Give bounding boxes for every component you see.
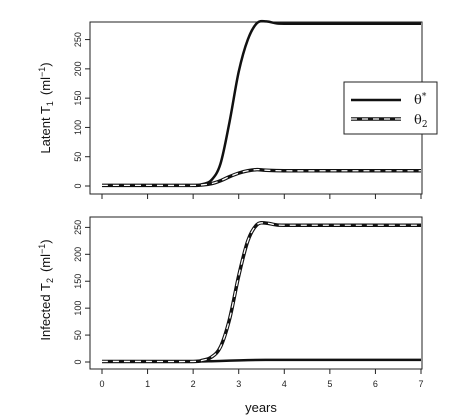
top-x-axis bbox=[101, 194, 422, 199]
bottom-y-tick-label: 250 bbox=[73, 220, 83, 235]
legend-label-theta-2: θ2 bbox=[414, 113, 428, 130]
legend-theta-2-sub: 2 bbox=[422, 120, 428, 130]
top-y-tick-label: 200 bbox=[73, 61, 83, 76]
bottom-y-tick-label: 200 bbox=[73, 247, 83, 262]
legend-theta-2-main: θ bbox=[414, 113, 422, 128]
legend-label-theta-star: θ* bbox=[414, 92, 427, 108]
x-tick-label: 7 bbox=[418, 379, 423, 389]
top-y-axis-title: Latent T1 (ml−1) bbox=[37, 62, 55, 153]
top-y-axis: 0 50 100 150 200 250 bbox=[73, 32, 90, 189]
top-series-theta-2-line bbox=[102, 167, 421, 188]
bottom-ylabel-unit-exp: −1 bbox=[37, 244, 47, 254]
top-ylabel-unit-exp: −1 bbox=[37, 67, 47, 77]
bottom-ylabel-unit-close: ) bbox=[38, 239, 53, 243]
legend: θ* θ2 bbox=[343, 81, 438, 135]
x-tick-label: 4 bbox=[282, 379, 287, 389]
bottom-y-tick-label: 0 bbox=[73, 359, 83, 364]
top-ylabel-unit-open: (ml bbox=[38, 77, 53, 95]
top-y-tick-label: 250 bbox=[73, 32, 83, 47]
x-tick-label: 2 bbox=[191, 379, 196, 389]
top-ylabel-main: Latent T bbox=[38, 106, 53, 154]
x-tick-label: 6 bbox=[373, 379, 378, 389]
bottom-y-axis: 0 50 100 150 200 250 bbox=[73, 220, 90, 365]
top-series-group bbox=[102, 19, 421, 188]
x-tick-label: 1 bbox=[145, 379, 150, 389]
top-y-tick-label: 100 bbox=[73, 120, 83, 135]
bottom-y-tick-label: 50 bbox=[73, 330, 83, 340]
x-tick-label: 0 bbox=[99, 379, 104, 389]
bottom-plot-frame bbox=[89, 216, 423, 370]
x-tick-label: 3 bbox=[236, 379, 241, 389]
bottom-ylabel-sub: 2 bbox=[45, 278, 55, 283]
bottom-series-theta-2-line bbox=[102, 221, 421, 364]
bottom-y-axis-title: Infected T2 (ml−1) bbox=[37, 239, 55, 340]
top-ylabel-unit-close: ) bbox=[38, 62, 53, 66]
legend-box bbox=[343, 81, 438, 135]
bottom-x-axis: 0 1 2 3 4 5 6 7 bbox=[99, 369, 424, 389]
legend-theta-star-main: θ bbox=[414, 93, 422, 108]
top-y-tick-label: 0 bbox=[73, 183, 83, 188]
top-ylabel-sub: 1 bbox=[45, 101, 55, 106]
bottom-series-group bbox=[102, 221, 421, 364]
bottom-ylabel-main: Infected T bbox=[38, 283, 53, 341]
x-tick-label: 5 bbox=[327, 379, 332, 389]
bottom-series-theta-2-dash bbox=[102, 222, 421, 363]
bottom-y-tick-label: 150 bbox=[73, 274, 83, 289]
legend-theta-star-sup: * bbox=[422, 92, 427, 102]
bottom-ylabel-unit-open: (ml bbox=[38, 254, 53, 272]
top-y-tick-label: 150 bbox=[73, 91, 83, 106]
x-axis-title: years bbox=[245, 400, 277, 415]
top-y-tick-label: 50 bbox=[73, 152, 83, 162]
bottom-y-tick-label: 100 bbox=[73, 301, 83, 316]
